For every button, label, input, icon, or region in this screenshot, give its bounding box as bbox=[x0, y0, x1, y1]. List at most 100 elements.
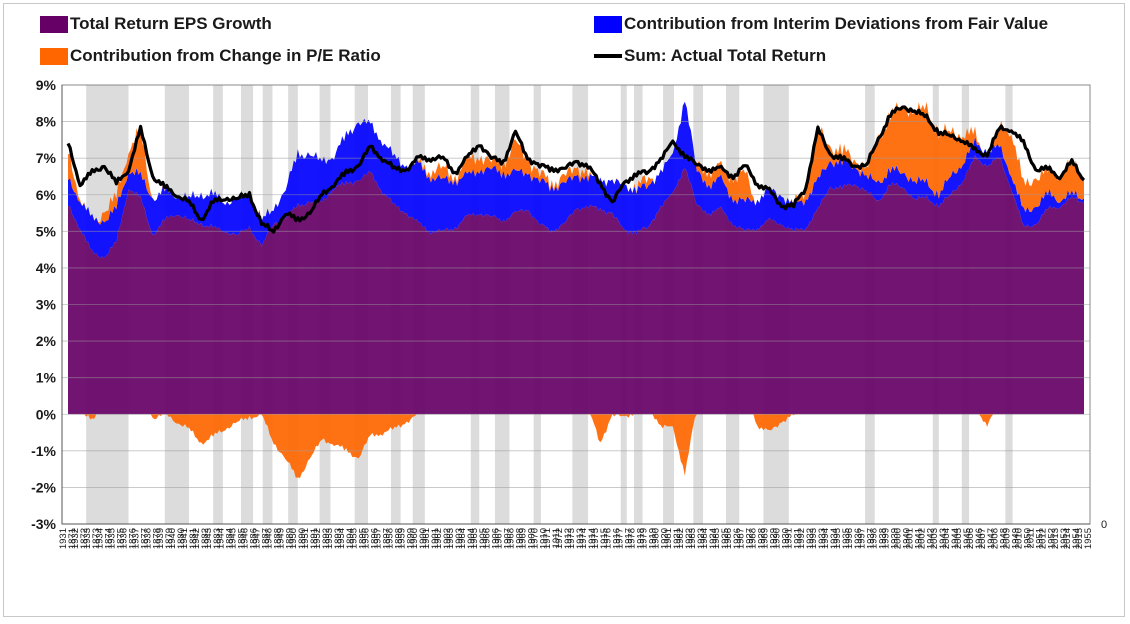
x-tick-label: 1918 bbox=[635, 528, 646, 549]
area-pe-change-positive bbox=[68, 101, 1084, 225]
x-tick-label: 1948 bbox=[264, 528, 275, 549]
x-tick-label: 1912 bbox=[563, 528, 574, 549]
x-tick-label: 1993 bbox=[808, 528, 819, 549]
x-tick-label: 1965 bbox=[469, 528, 480, 549]
y-axis-ticks: -3% -2% -1% 0% 1% 2% 3% 4% 5% 6% 7% 8% 9% bbox=[31, 77, 56, 532]
x-tick-label: 1964 bbox=[457, 528, 468, 549]
x-tick-label: 1929 bbox=[769, 528, 780, 549]
x-tick-label: 1947 bbox=[986, 528, 997, 549]
x-tick-label: 1953 bbox=[1059, 528, 1070, 549]
x-tick-label: 1915 bbox=[599, 528, 610, 549]
x-tick-label: 1878 bbox=[152, 528, 163, 549]
x-tick-label: 1941 bbox=[914, 528, 925, 549]
y-tick-label: -3% bbox=[31, 516, 56, 532]
x-tick-label: 1923 bbox=[696, 528, 707, 549]
x-tick-label: 1873 bbox=[91, 528, 102, 549]
x-tick-label: 1938 bbox=[143, 528, 154, 549]
x-tick-label: 1935 bbox=[841, 528, 852, 549]
x-tick-label: 1934 bbox=[829, 528, 840, 549]
x-tick-label: 2001 bbox=[905, 528, 916, 549]
area-interim-deviations bbox=[68, 101, 1084, 259]
x-tick-label: 1969 bbox=[518, 528, 529, 549]
x-tick-label: 1879 bbox=[164, 528, 175, 549]
x-tick-label: 1967 bbox=[493, 528, 504, 549]
x-tick-label: 1996 bbox=[844, 528, 855, 549]
legend-label-actual-total-return: Sum: Actual Total Return bbox=[624, 46, 827, 65]
x-tick-label: 2004 bbox=[941, 528, 952, 549]
x-tick-label: 1952 bbox=[312, 528, 323, 549]
x-tick-label: 1909 bbox=[527, 528, 538, 549]
x-tick-label: 1928 bbox=[756, 528, 767, 549]
x-tick-label: 1906 bbox=[490, 528, 501, 549]
legend-label-interim-deviations: Contribution from Interim Deviations fro… bbox=[624, 14, 1049, 33]
area-pe-change-negative bbox=[68, 414, 1084, 479]
x-tick-label: 1908 bbox=[515, 528, 526, 549]
x-tick-label: 1930 bbox=[781, 528, 792, 549]
x-tick-label: 1955 bbox=[1083, 528, 1094, 549]
x-tick-label: 2003 bbox=[929, 528, 940, 549]
legend-item-actual-total-return: Sum: Actual Total Return bbox=[594, 46, 826, 66]
x-tick-label: 1922 bbox=[684, 528, 695, 549]
x-tick-label: 1895 bbox=[357, 528, 368, 549]
x-tick-label: 2002 bbox=[917, 528, 928, 549]
x-tick-label: 1913 bbox=[575, 528, 586, 549]
x-tick-label: 2009 bbox=[1001, 528, 1012, 549]
x-tick-label: 1984 bbox=[699, 528, 710, 549]
x-tick-label: 1987 bbox=[735, 528, 746, 549]
x-tick-label: 1999 bbox=[880, 528, 891, 549]
x-tick-label: 1887 bbox=[261, 528, 272, 549]
axes bbox=[61, 84, 1091, 525]
x-tick-label: 1940 bbox=[167, 528, 178, 549]
legend-item-interim-deviations: Contribution from Interim Deviations fro… bbox=[594, 14, 1048, 34]
x-tick-label: 1976 bbox=[602, 528, 613, 549]
x-tick-label: 1919 bbox=[648, 528, 659, 549]
x-tick-label: 1884 bbox=[224, 528, 235, 549]
x-tick-label: 1956 bbox=[360, 528, 371, 549]
x-tick-label: 1974 bbox=[578, 528, 589, 549]
x-tick-label: 1973 bbox=[566, 528, 577, 549]
legend-item-eps-growth: Total Return EPS Growth bbox=[40, 14, 272, 34]
x-tick-label: 1881 bbox=[188, 528, 199, 549]
x-tick-label: 1988 bbox=[747, 528, 758, 549]
x-tick-label: 1937 bbox=[131, 528, 142, 549]
x-tick-label: 1911 bbox=[551, 528, 562, 548]
x-tick-label: 1986 bbox=[723, 528, 734, 549]
x-tick-label: 1900 bbox=[418, 528, 429, 549]
x-tick-label: 1954 bbox=[1071, 528, 1082, 549]
x-tick-label: 1894 bbox=[345, 528, 356, 549]
x-tick-label: 1966 bbox=[481, 528, 492, 549]
x-tick-label: 1875 bbox=[115, 528, 126, 549]
x-tick-label: 1947 bbox=[252, 528, 263, 549]
legend-swatch-actual-total-return bbox=[594, 54, 622, 58]
series-lines bbox=[66, 105, 1086, 234]
x-tick-label: 1905 bbox=[478, 528, 489, 549]
x-tick-label: 1980 bbox=[651, 528, 662, 549]
x-tick-label: 1992 bbox=[796, 528, 807, 549]
x-tick-label: 1961 bbox=[421, 528, 432, 549]
x-tick-label: 1959 bbox=[397, 528, 408, 549]
x-tick-label: 1933 bbox=[82, 528, 93, 549]
x-tick-label: 1921 bbox=[672, 528, 683, 549]
x-tick-label: 1903 bbox=[454, 528, 465, 549]
x-tick-label: 1949 bbox=[276, 528, 287, 549]
x-tick-label: 1933 bbox=[817, 528, 828, 549]
x-tick-label: 1945 bbox=[227, 528, 238, 549]
x-tick-label: 1874 bbox=[103, 528, 114, 549]
x-tick-label: 2006 bbox=[965, 528, 976, 549]
x-tick-label: 1946 bbox=[239, 528, 250, 549]
x-tick-label: 1989 bbox=[760, 528, 771, 549]
x-tick-label: 1997 bbox=[856, 528, 867, 549]
x-tick-label: 1939 bbox=[889, 528, 900, 549]
x-tick-label: 1901 bbox=[430, 528, 441, 549]
x-tick-label: 1942 bbox=[191, 528, 202, 549]
x-tick-label: 1948 bbox=[998, 528, 1009, 549]
x-tick-label: 1972 bbox=[554, 528, 565, 549]
x-tick-label: 1902 bbox=[442, 528, 453, 549]
x-tick-label: 1936 bbox=[853, 528, 864, 549]
x-tick-label: 1953 bbox=[324, 528, 335, 549]
x-tick-label: 1963 bbox=[445, 528, 456, 549]
x-tick-label: 1920 bbox=[660, 528, 671, 549]
y-tick-label: 0% bbox=[36, 406, 57, 422]
line-actual-total-return bbox=[66, 105, 1086, 234]
